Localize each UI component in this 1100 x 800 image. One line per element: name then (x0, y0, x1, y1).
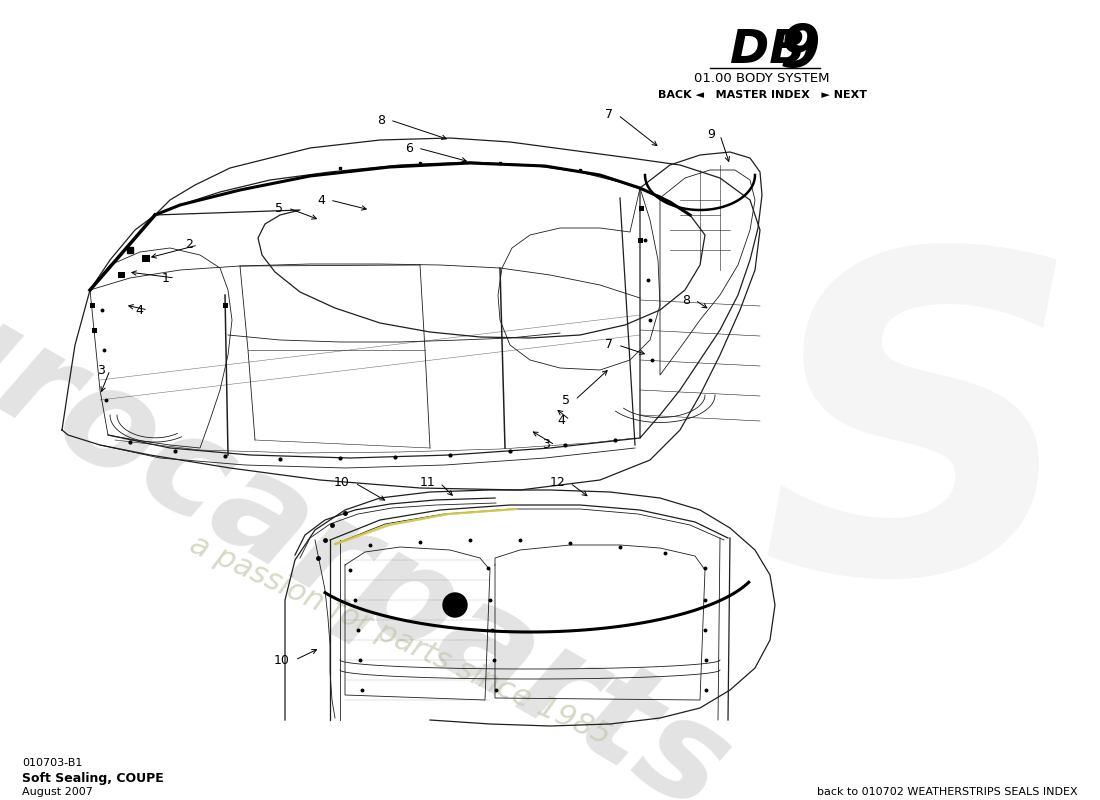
Text: 2: 2 (185, 238, 192, 251)
Text: Soft Sealing, COUPE: Soft Sealing, COUPE (22, 772, 164, 785)
Text: 3: 3 (97, 363, 104, 377)
Text: S: S (760, 235, 1080, 665)
Text: 6: 6 (405, 142, 412, 154)
Bar (142, 255, 150, 262)
Bar (118, 272, 125, 278)
Text: 5: 5 (275, 202, 283, 214)
Text: 01.00 BODY SYSTEM: 01.00 BODY SYSTEM (694, 72, 829, 85)
Text: 4: 4 (135, 303, 143, 317)
Bar (223, 303, 228, 308)
Text: eurocarparts: eurocarparts (0, 218, 752, 800)
Text: 1: 1 (162, 271, 170, 285)
Text: 10: 10 (334, 477, 350, 490)
Bar (638, 238, 644, 243)
Text: back to 010702 WEATHERSTRIPS SEALS INDEX: back to 010702 WEATHERSTRIPS SEALS INDEX (817, 787, 1078, 797)
Text: 4: 4 (557, 414, 565, 426)
Text: 3: 3 (542, 438, 550, 451)
Text: 10: 10 (274, 654, 290, 666)
Text: 010703-B1: 010703-B1 (22, 758, 82, 768)
Bar (92, 328, 97, 333)
Text: August 2007: August 2007 (22, 787, 92, 797)
Bar (639, 206, 643, 211)
Text: a passion for parts since 1985: a passion for parts since 1985 (185, 530, 615, 750)
Text: 5: 5 (562, 394, 570, 406)
Text: 8: 8 (377, 114, 385, 126)
Text: 11: 11 (419, 477, 435, 490)
Text: 9: 9 (780, 22, 821, 79)
Text: 12: 12 (549, 477, 565, 490)
Text: 9: 9 (707, 129, 715, 142)
Text: 7: 7 (605, 109, 613, 122)
Text: DB: DB (730, 28, 805, 73)
Text: BACK ◄   MASTER INDEX   ► NEXT: BACK ◄ MASTER INDEX ► NEXT (658, 90, 867, 100)
Text: 4: 4 (317, 194, 324, 206)
Bar (90, 303, 95, 308)
Text: 7: 7 (605, 338, 613, 351)
Text: 8: 8 (682, 294, 690, 306)
Circle shape (443, 593, 468, 617)
